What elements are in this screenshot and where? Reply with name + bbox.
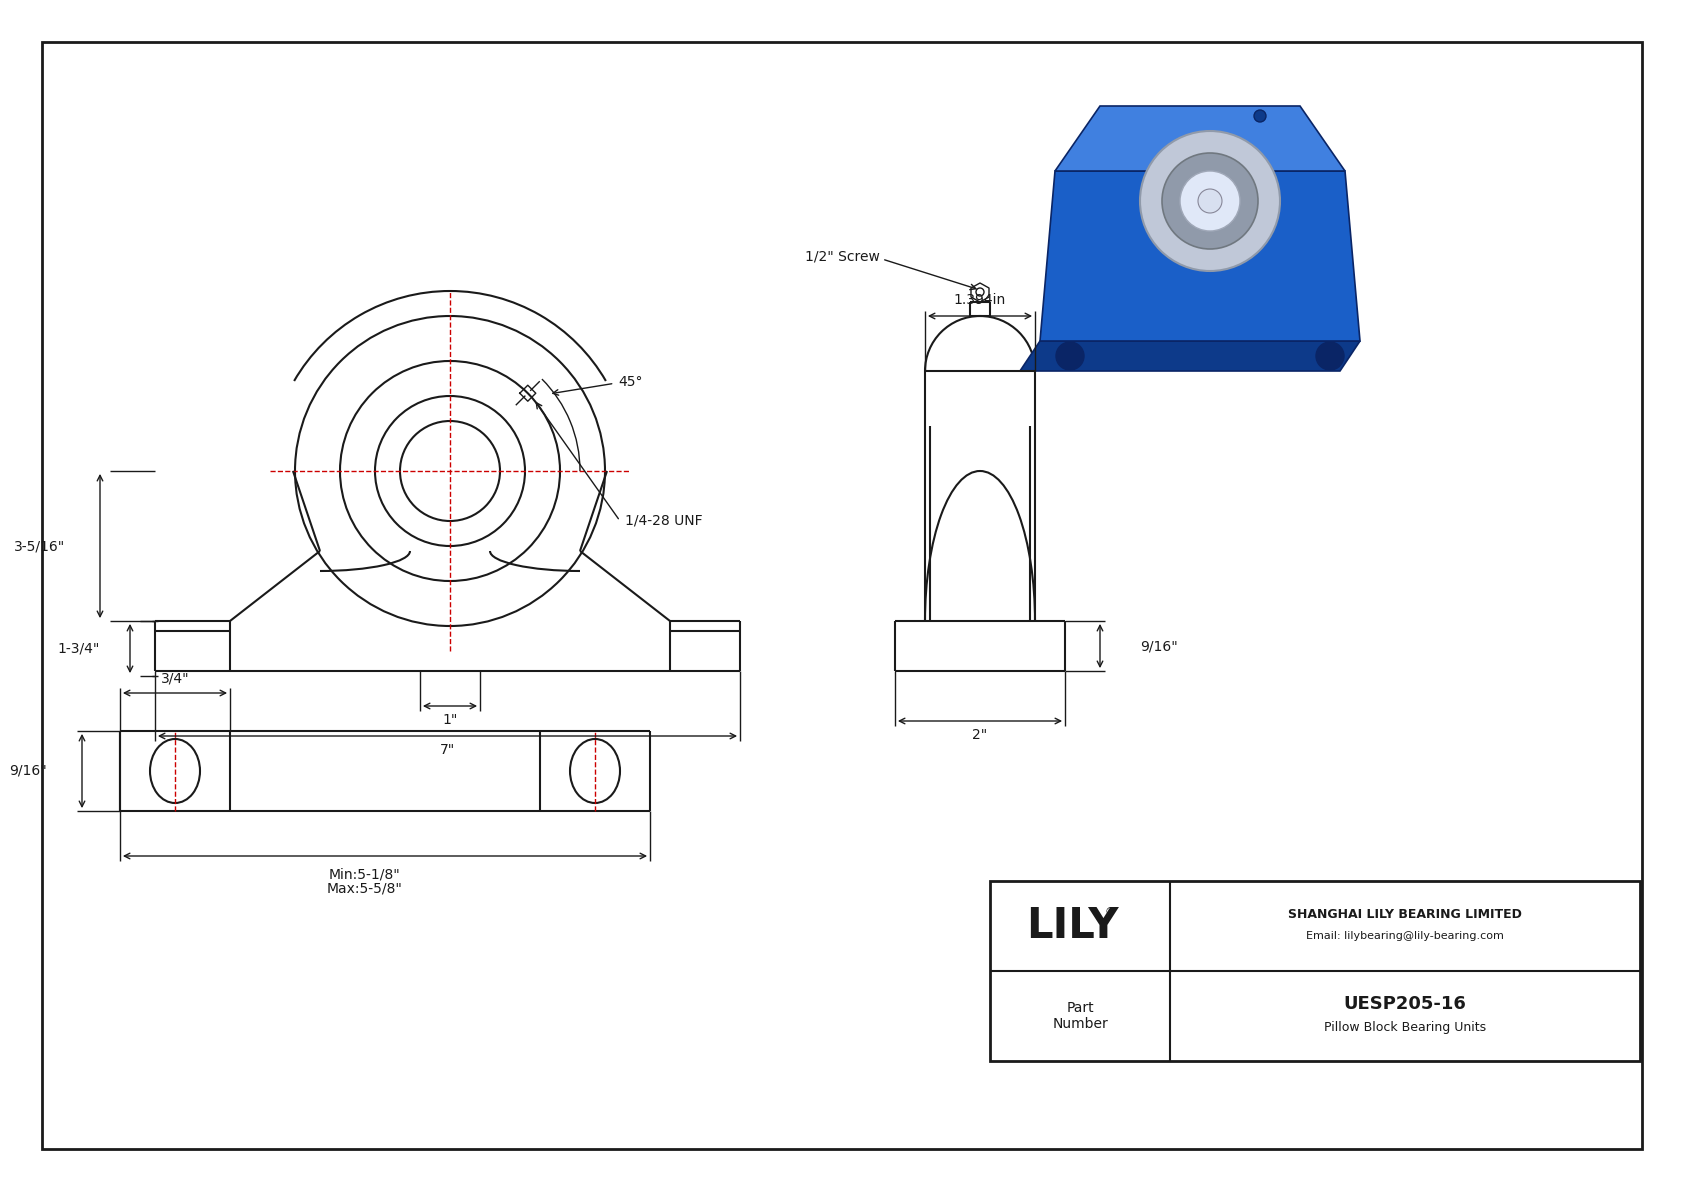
Text: 9/16": 9/16" [1140, 640, 1177, 653]
Text: Email: lilybearing@lily-bearing.com: Email: lilybearing@lily-bearing.com [1307, 931, 1504, 941]
Text: Max:5-5/8": Max:5-5/8" [327, 883, 402, 896]
Circle shape [1162, 152, 1258, 249]
Text: 7": 7" [440, 743, 455, 757]
Circle shape [1197, 189, 1223, 213]
Polygon shape [1054, 106, 1346, 172]
Circle shape [1315, 342, 1344, 370]
Bar [990, 881, 1640, 1061]
Text: 3/4": 3/4" [160, 671, 189, 685]
Polygon shape [1041, 172, 1361, 341]
Text: SHANGHAI LILY BEARING LIMITED: SHANGHAI LILY BEARING LIMITED [1288, 908, 1522, 921]
Text: 1/4-28 UNF: 1/4-28 UNF [625, 515, 702, 528]
Text: UESP205-16: UESP205-16 [1344, 994, 1467, 1014]
Text: 1": 1" [443, 713, 458, 727]
Text: 3-5/16": 3-5/16" [13, 540, 66, 553]
Text: 2": 2" [972, 728, 987, 742]
Text: Pillow Block Bearing Units: Pillow Block Bearing Units [1324, 1022, 1485, 1035]
Text: 1-3/4": 1-3/4" [57, 642, 99, 655]
Text: LILY: LILY [1026, 905, 1118, 947]
Text: Part
Number: Part Number [1052, 1000, 1108, 1031]
Circle shape [1180, 172, 1239, 231]
Circle shape [1255, 110, 1266, 121]
Circle shape [1056, 342, 1084, 370]
Text: 1.394in: 1.394in [953, 293, 1005, 307]
Polygon shape [1021, 341, 1361, 372]
Text: ®: ® [1105, 908, 1115, 917]
Text: 45°: 45° [618, 375, 643, 389]
Text: 1/2" Screw: 1/2" Screw [805, 249, 881, 263]
Circle shape [1140, 131, 1280, 272]
Text: Min:5-1/8": Min:5-1/8" [328, 867, 401, 881]
Text: 9/16": 9/16" [8, 763, 47, 778]
